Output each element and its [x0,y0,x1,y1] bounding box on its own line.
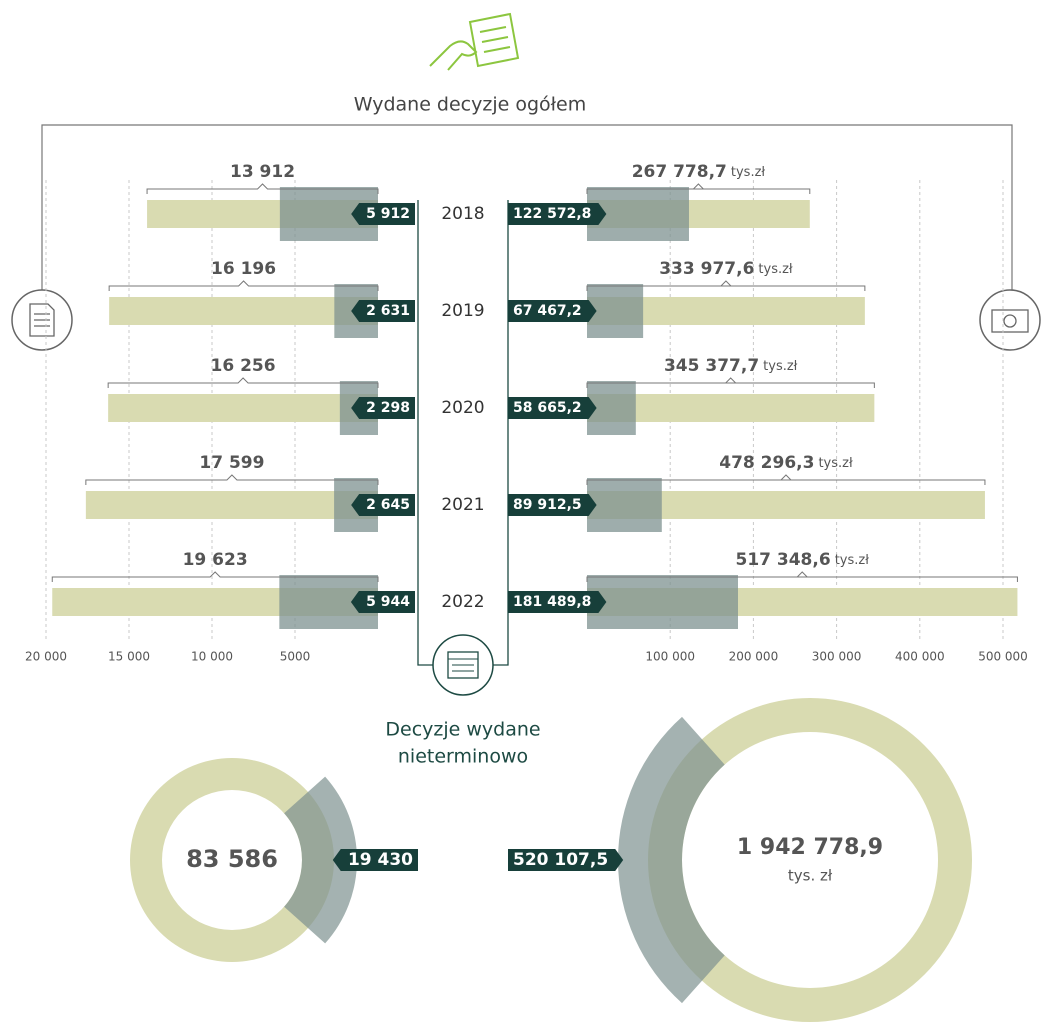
year-label: 2018 [441,204,484,224]
unit: tys.zł [818,456,853,471]
total-bar [85,491,378,519]
late-label: 5 944 [366,594,410,610]
donut-part-label: 520 107,5 [513,850,608,870]
x-tick-label: 300 000 [812,650,862,664]
subtitle: Decyzje wydane [385,719,540,741]
brace [586,571,1018,582]
brace [586,474,986,485]
donut-part [284,776,358,944]
brace [586,183,811,194]
total-bar [109,297,379,325]
x-tick-label: 10 000 [191,650,233,664]
year-label: 2022 [441,592,484,612]
money-icon [979,289,1041,351]
brace [85,474,379,485]
total-value: 16 196 [211,259,276,279]
brace [107,377,379,388]
brace [146,183,379,194]
x-tick-label: 200 000 [729,650,779,664]
label-box [351,494,415,516]
late-label: 2 645 [366,497,410,513]
total-label: 267 778,7 tys.zł [632,162,766,182]
calendar-icon [432,634,494,696]
bracket-frame [41,124,1013,290]
late-label: 2 631 [366,303,410,319]
label-box [508,203,607,225]
year-label: 2020 [441,398,484,418]
late-label: 89 912,5 [513,497,582,513]
year-label: 2021 [441,495,484,515]
docs-icon [11,289,73,351]
x-tick-label: 500 000 [978,650,1028,664]
label-box [508,397,597,419]
late-label: 5 912 [366,206,410,222]
late-label: 181 489,8 [513,594,591,610]
x-tick-label: 15 000 [108,650,150,664]
total-value: 267 778,7 [632,162,727,182]
x-tick-label: 5000 [280,650,311,664]
total-value: 13 912 [230,162,295,182]
donut-ring [130,758,334,962]
total-value: 517 348,6 [736,550,831,570]
late-label: 67 467,2 [513,303,582,319]
label-box [508,300,597,322]
year-label: 2019 [441,301,484,321]
total-value: 478 296,3 [719,453,814,473]
top-icon [429,12,520,71]
unit: tys.zł [835,553,870,568]
label-box [351,397,415,419]
total-value: 17 599 [199,453,264,473]
brace [108,280,379,291]
total-label: 333 977,6 tys.zł [659,259,793,279]
x-tick-label: 20 000 [25,650,67,664]
total-value: 345 377,7 [664,356,759,376]
subtitle: nieterminowo [398,746,528,768]
x-tick-label: 100 000 [645,650,695,664]
late-label: 2 298 [366,400,410,416]
label-box [508,591,607,613]
label-box [350,591,415,613]
total-label: 345 377,7 tys.zł [664,356,798,376]
label-box [351,300,415,322]
late-bar [587,478,662,532]
brace [586,377,875,388]
label-box [351,203,415,225]
total-value: 16 256 [211,356,276,376]
unit: tys.zł [731,165,766,180]
label-box [332,849,418,871]
total-label: 16 196 [211,259,276,279]
total-label: 517 348,6 tys.zł [736,550,870,570]
late-label: 58 665,2 [513,400,582,416]
total-label: 13 912 [230,162,295,182]
total-value: 333 977,6 [659,259,754,279]
donut-unit: tys. zł [788,867,833,885]
late-label: 122 572,8 [513,206,591,222]
title: Wydane decyzje ogółem [354,94,587,116]
total-label: 19 623 [183,550,248,570]
total-value: 19 623 [183,550,248,570]
brace [51,571,379,582]
donut-part [618,716,725,1004]
late-bar [587,575,738,629]
total-bar [108,394,379,422]
donut-total: 1 942 778,9 [737,835,883,860]
total-label: 16 256 [211,356,276,376]
label-box [508,494,597,516]
unit: tys.zł [758,262,793,277]
donut-total: 83 586 [186,845,278,873]
connector [417,200,509,666]
unit: tys.zł [763,359,798,374]
brace [586,280,866,291]
label-box [508,849,624,871]
total-label: 478 296,3 tys.zł [719,453,853,473]
x-tick-label: 400 000 [895,650,945,664]
total-label: 17 599 [199,453,264,473]
donut-part-label: 19 430 [348,850,413,870]
